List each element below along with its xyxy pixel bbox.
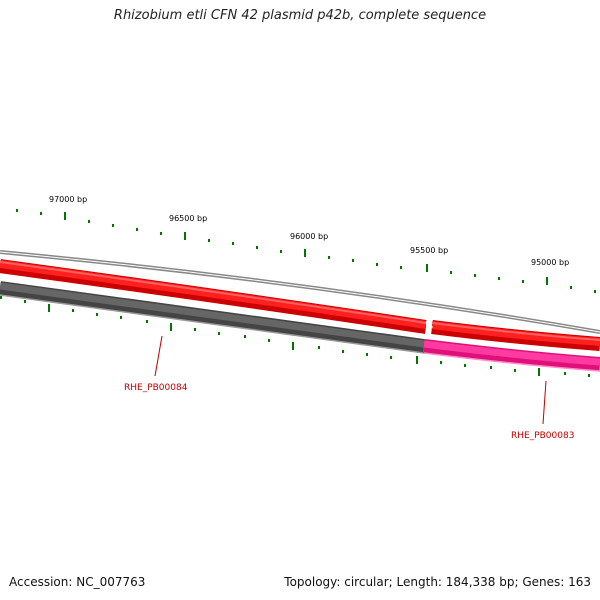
gene-rhe-pb00083[interactable]	[423, 339, 600, 372]
gene-rhe-pb00084-outer[interactable]	[0, 259, 428, 334]
backbone-outline	[0, 250, 600, 334]
gene-callout-line	[542, 380, 547, 425]
scale-label: 95500 bp	[410, 246, 448, 255]
scale-label: 96000 bp	[290, 232, 328, 241]
gene-next-outer[interactable]	[426, 320, 600, 351]
gene-rhe-pb00084-inner[interactable]	[0, 281, 425, 354]
sequence-summary: Topology: circular; Length: 184,338 bp; …	[284, 575, 591, 589]
gene-callout-line	[154, 335, 163, 377]
scale-label: 95000 bp	[531, 258, 569, 267]
lower-scale-ticks	[0, 296, 590, 377]
gene-label[interactable]: RHE_PB00084	[124, 383, 188, 393]
gene-label[interactable]: RHE_PB00083	[511, 431, 574, 441]
scale-label: 96500 bp	[169, 214, 207, 223]
upper-scale-ticks	[16, 209, 596, 293]
gene-arrowhead	[426, 320, 433, 334]
accession-label: Accession: NC_007763	[9, 575, 146, 589]
scale-label: 97000 bp	[49, 195, 87, 204]
backbone-inner	[0, 251, 600, 333]
map-title: Rhizobium etli CFN 42 plasmid p42b, comp…	[113, 8, 487, 23]
